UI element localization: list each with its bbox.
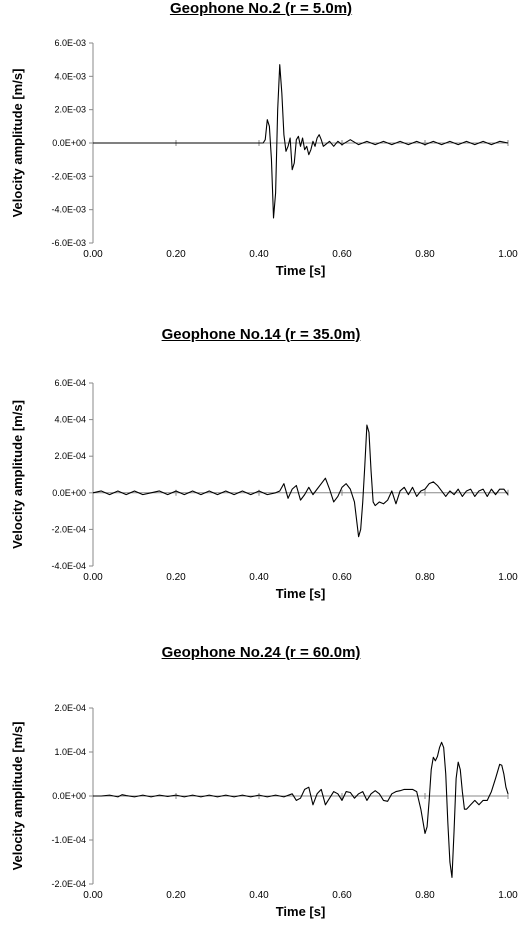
x-tick-label: 1.00	[498, 572, 518, 583]
y-tick-label: 1.0E-04	[54, 747, 86, 757]
x-tick-label: 0.60	[332, 572, 352, 583]
x-tick-label: 0.60	[332, 890, 352, 901]
chart-svg: -6.0E-03 -4.0E-03 -2.0E-03 0.0E+00 2.0E-03 4.…	[10, 38, 518, 278]
y-tick-label: -6.0E-03	[51, 238, 86, 248]
series-line	[93, 741, 509, 878]
chart-title: Geophone No.24 (r = 60.0m)	[161, 644, 361, 661]
y-axis-label: Velocity amplitude [m/s]	[10, 722, 25, 871]
x-tick-label: 0.00	[83, 249, 103, 260]
x-tick-label: 0.20	[166, 572, 186, 583]
y-tick-label: -4.0E-03	[51, 205, 86, 215]
y-tick-label: 6.0E-03	[54, 38, 86, 48]
chart-title: Geophone No.14 (r = 35.0m)	[161, 326, 361, 343]
y-tick-label: 0.0E+00	[52, 488, 86, 498]
y-axis-label: Velocity amplitude [m/s]	[10, 400, 25, 549]
y-tick-label: -2.0E-04	[51, 879, 86, 889]
y-tick-label: 4.0E-04	[54, 415, 86, 425]
series-line	[93, 64, 509, 219]
x-tick-label: 1.00	[498, 890, 518, 901]
y-tick-label: -4.0E-04	[51, 561, 86, 571]
y-tick-label: -2.0E-04	[51, 524, 86, 534]
y-tick-label: 0.0E+00	[52, 138, 86, 148]
x-axis-label: Time [s]	[276, 904, 326, 919]
x-tick-label: 0.60	[332, 249, 352, 260]
chart-panel-geophone-14: Geophone No.14 (r = 35.0m) -4.0E-04 -2.0E…	[0, 326, 522, 626]
x-tick-label: 0.00	[83, 572, 103, 583]
y-tick-label: 2.0E-04	[54, 451, 86, 461]
chart-panel-geophone-2: Geophone No.2 (r = 5.0m) -6.0E-03 -4.0E-0…	[0, 0, 522, 300]
x-tick-label: 0.40	[249, 572, 269, 583]
y-tick-label: 0.0E+00	[52, 791, 86, 801]
x-tick-label: 0.40	[249, 249, 269, 260]
y-tick-label: -1.0E-04	[51, 835, 86, 845]
y-tick-label: 2.0E-03	[54, 105, 86, 115]
x-tick-label: 0.00	[83, 890, 103, 901]
x-tick-label: 1.00	[498, 249, 518, 260]
y-tick-label: -2.0E-03	[51, 171, 86, 181]
series-line	[92, 424, 509, 538]
x-tick-label: 0.80	[415, 249, 435, 260]
x-axis-label: Time [s]	[276, 263, 326, 278]
chart-svg: -2.0E-04 -1.0E-04 0.0E+00 1.0E-04 2.0E-04 0.0…	[10, 703, 518, 919]
y-tick-label: 6.0E-04	[54, 378, 86, 388]
x-axis-label: Time [s]	[276, 586, 326, 601]
x-tick-label: 0.80	[415, 572, 435, 583]
x-tick-label: 0.20	[166, 249, 186, 260]
y-tick-label: 4.0E-03	[54, 71, 86, 81]
y-tick-label: 2.0E-04	[54, 703, 86, 713]
y-axis-label: Velocity amplitude [m/s]	[10, 69, 25, 218]
chart-panel-geophone-24: Geophone No.24 (r = 60.0m) -2.0E-04 -1.0E…	[0, 644, 522, 944]
chart-svg: -4.0E-04 -2.0E-04 0.0E+00 2.0E-04 4.0E-04 6.0…	[10, 378, 518, 601]
x-tick-label: 0.20	[166, 890, 186, 901]
x-tick-label: 0.40	[249, 890, 269, 901]
x-tick-label: 0.80	[415, 890, 435, 901]
chart-title: Geophone No.2 (r = 5.0m)	[169, 0, 353, 17]
